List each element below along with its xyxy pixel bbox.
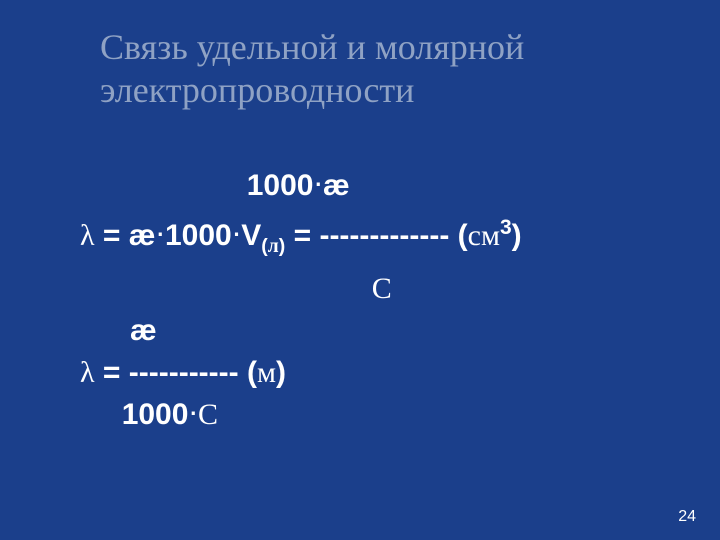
- slide: Связь удельной и молярной электропроводн…: [0, 0, 720, 540]
- page-number: 24: [678, 508, 696, 526]
- eq1-denominator: С: [80, 268, 522, 310]
- slide-body: 1000⋅æ λ = æ⋅1000⋅V(л) = ------------- (…: [80, 165, 522, 436]
- eq1-numerator: 1000⋅æ: [80, 165, 522, 207]
- title-line-2: электропроводности: [100, 69, 524, 112]
- eq2-numerator: æ: [80, 310, 522, 352]
- eq1-main: λ = æ⋅1000⋅V(л) = ------------- (см3): [80, 207, 522, 268]
- eq2-denominator: 1000⋅С: [80, 394, 522, 436]
- title-line-1: Связь удельной и молярной: [100, 26, 524, 69]
- slide-title: Связь удельной и молярной электропроводн…: [100, 26, 524, 112]
- eq2-main: λ = ----------- (м): [80, 352, 522, 394]
